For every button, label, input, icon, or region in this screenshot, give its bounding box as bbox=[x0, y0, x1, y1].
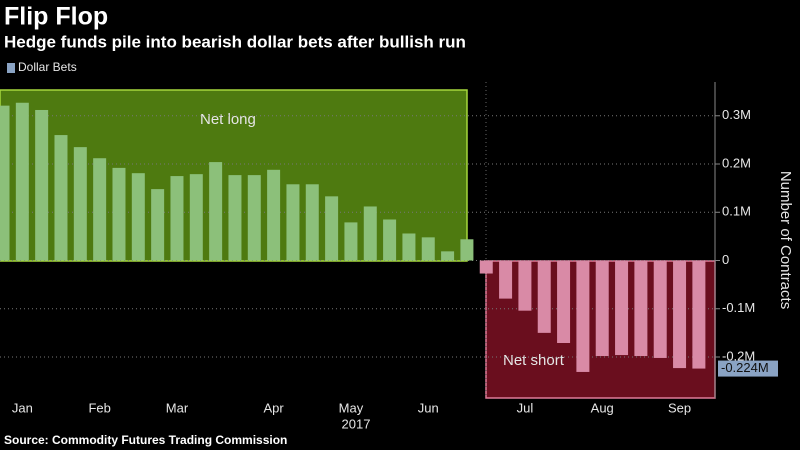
bar bbox=[499, 260, 513, 299]
bar bbox=[595, 260, 609, 357]
bar bbox=[537, 260, 551, 333]
bar bbox=[673, 260, 687, 369]
annotation: Net long bbox=[200, 111, 256, 128]
bar bbox=[131, 173, 145, 261]
x-tick-label: May bbox=[339, 400, 364, 415]
y-tick-label: 0.2M bbox=[722, 155, 751, 170]
bar bbox=[479, 260, 493, 274]
bar bbox=[325, 196, 339, 261]
x-tick-label: Mar bbox=[166, 400, 189, 415]
annotation: Net short bbox=[503, 352, 565, 369]
bar bbox=[189, 174, 203, 261]
bar bbox=[653, 260, 667, 358]
y-tick-label: -0.2M bbox=[722, 348, 755, 363]
bar bbox=[54, 135, 68, 261]
bar bbox=[460, 239, 474, 261]
y-tick-label: 0 bbox=[722, 252, 729, 267]
bar bbox=[305, 184, 319, 261]
bar bbox=[441, 251, 455, 261]
value-label-box bbox=[718, 360, 778, 377]
bar bbox=[247, 175, 261, 261]
x-tick-label: Apr bbox=[264, 400, 285, 415]
bar bbox=[209, 162, 223, 261]
bar bbox=[228, 175, 242, 261]
bar bbox=[344, 222, 358, 261]
bar bbox=[170, 176, 184, 261]
y-tick-label: -0.1M bbox=[722, 300, 755, 315]
bar bbox=[518, 260, 532, 311]
bar bbox=[35, 109, 49, 261]
y-tick-label: 0.3M bbox=[722, 107, 751, 122]
bar bbox=[93, 158, 107, 261]
bar bbox=[363, 206, 377, 261]
x-tick-label: Aug bbox=[591, 400, 614, 415]
x-tick-label: Jul bbox=[517, 400, 534, 415]
bar bbox=[615, 260, 629, 356]
bar bbox=[383, 219, 397, 261]
bar bbox=[421, 237, 435, 261]
legend-swatch bbox=[7, 63, 15, 73]
x-axis-label: 2017 bbox=[342, 416, 371, 431]
bar bbox=[634, 260, 648, 357]
bar bbox=[267, 169, 281, 261]
y-tick-label: 0.1M bbox=[722, 204, 751, 219]
chart-subtitle: Hedge funds pile into bearish dollar bet… bbox=[4, 32, 466, 51]
bar bbox=[15, 102, 29, 261]
legend-label: Dollar Bets bbox=[18, 60, 77, 74]
x-tick-label: Jun bbox=[418, 400, 439, 415]
bar bbox=[151, 189, 165, 261]
chart-title: Flip Flop bbox=[4, 3, 108, 31]
x-tick-label: Jan bbox=[12, 400, 33, 415]
source: Source: Commodity Futures Trading Commis… bbox=[4, 433, 287, 447]
bar bbox=[112, 167, 126, 261]
value-label: -0.224M bbox=[721, 360, 769, 375]
bar bbox=[557, 260, 571, 344]
bar bbox=[286, 184, 300, 261]
y-axis-label: Number of Contracts bbox=[777, 171, 794, 309]
bar bbox=[0, 105, 10, 261]
x-tick-label: Sep bbox=[668, 400, 691, 415]
bar bbox=[73, 147, 87, 261]
x-tick-label: Feb bbox=[88, 400, 110, 415]
bar bbox=[576, 260, 590, 372]
bar bbox=[402, 233, 416, 261]
bar bbox=[692, 260, 706, 369]
